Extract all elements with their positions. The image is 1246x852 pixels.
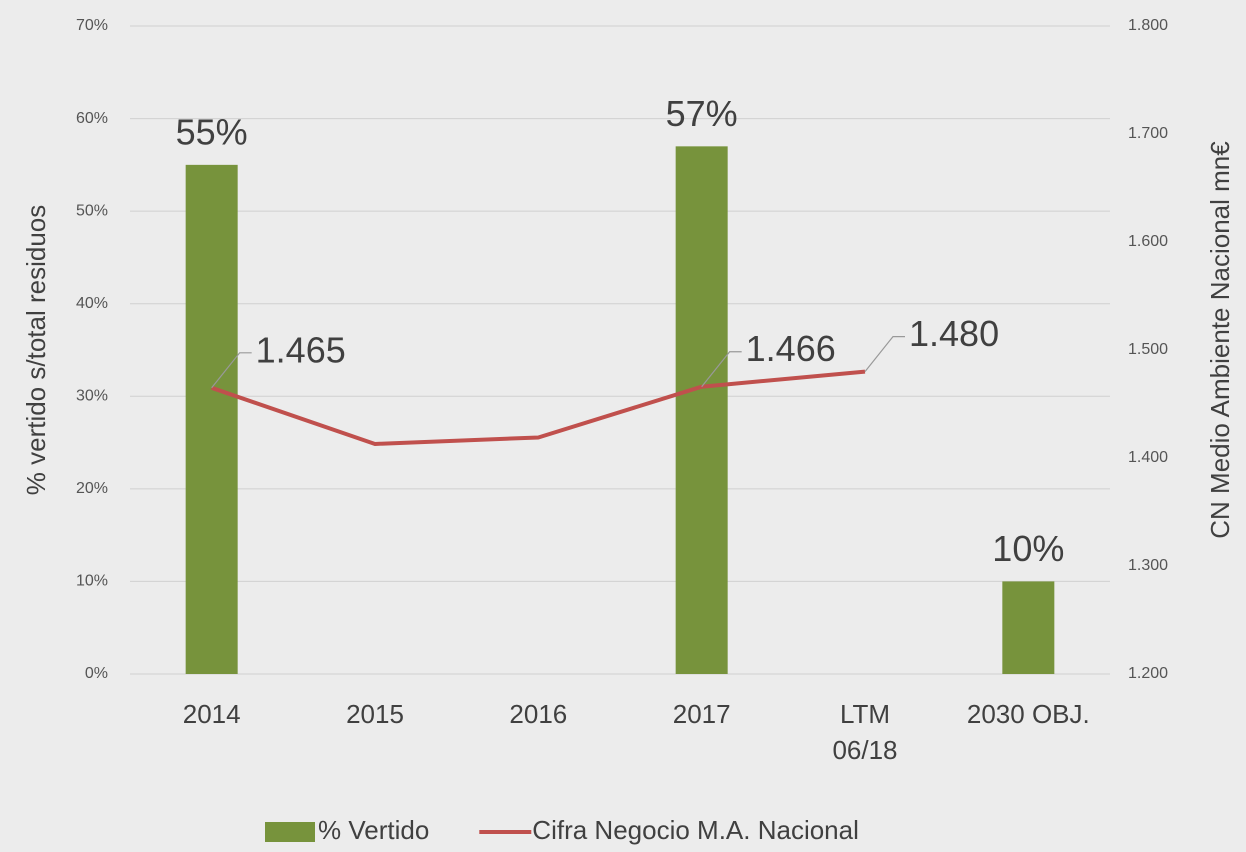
y2-tick-label: 1.800: [1128, 17, 1168, 34]
x-tick-label: LTM 06/18: [832, 699, 898, 765]
legend-label: Cifra Negocio M.A. Nacional: [532, 815, 859, 845]
y2-tick-label: 1.500: [1128, 341, 1168, 358]
bar: [675, 146, 728, 675]
y2-tick-label: 1.600: [1128, 233, 1168, 250]
line-value-label: 1.480: [909, 313, 999, 354]
x-tick-label: 2016: [509, 699, 568, 729]
leader-line: [701, 351, 742, 388]
bar-value-label: 55%: [176, 111, 248, 152]
y2-axis-title: CN Medio Ambiente Nacional mn€: [1205, 141, 1235, 539]
y-tick-label: 20%: [76, 480, 108, 497]
y-tick-label: 30%: [76, 388, 108, 405]
y2-tick-label: 1.300: [1128, 557, 1168, 574]
y-tick-label: 0%: [85, 665, 108, 682]
y-tick-label: 50%: [76, 202, 108, 219]
leader-line: [211, 352, 252, 389]
y-tick-label: 70%: [76, 17, 108, 34]
leader-line: [864, 336, 905, 372]
y2-tick-label: 1.400: [1128, 449, 1168, 466]
bar-value-label: 10%: [992, 528, 1064, 569]
x-tick-label: 2017: [672, 699, 731, 729]
line-value-label: 1.465: [256, 329, 346, 370]
y-tick-label: 10%: [76, 573, 108, 590]
x-tick-label: 2030 OBJ.: [966, 699, 1090, 729]
y-tick-label: 60%: [76, 110, 108, 127]
y2-tick-label: 1.200: [1128, 665, 1168, 682]
line-value-label: 1.466: [746, 328, 836, 369]
bar: [185, 164, 238, 674]
legend-swatch: [265, 822, 315, 842]
y2-tick-label: 1.700: [1128, 125, 1168, 142]
y-tick-label: 40%: [76, 295, 108, 312]
bar: [1002, 581, 1055, 674]
x-tick-label: 2015: [346, 699, 404, 729]
y-axis-title: % vertido s/total residuos: [21, 205, 51, 495]
x-tick-label: 2014: [182, 699, 241, 729]
line: [211, 369, 866, 446]
legend-label: % Vertido: [318, 815, 429, 845]
bar-value-label: 57%: [666, 93, 738, 134]
